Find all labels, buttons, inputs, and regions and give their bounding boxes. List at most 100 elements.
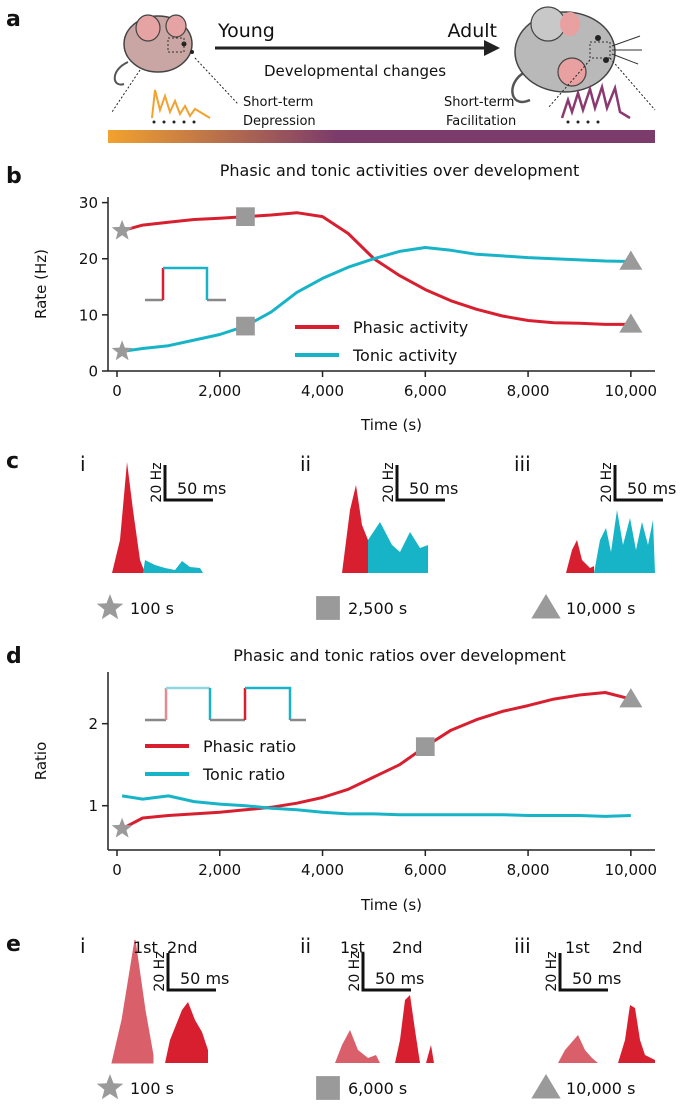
phasic-trace [566,540,594,573]
scale-bar-x-label: 50 ms [409,479,458,498]
first-label: 1st [565,938,590,957]
first-response [335,1030,380,1063]
x-tick-label: 6,000 [404,861,447,879]
scale-bar-x-label: 50 ms [375,969,424,988]
first-response [111,939,154,1064]
x-tick-label: 6,000 [404,382,447,400]
y-tick-label: 30 [79,194,98,212]
x-tick-label: 8,000 [507,861,550,879]
scale-bar-y-label: 20 Hz [599,462,615,502]
dev-gradient-bar [108,130,655,143]
x-tick-label: 0 [112,861,122,879]
dev-arrowhead [484,40,500,56]
scale-bar [613,465,663,502]
scale-bar-y-label: 20 Hz [347,951,363,991]
tonic-trace [368,522,428,573]
panel-label: e [6,932,21,957]
scale-bar-x-label: 50 ms [177,479,226,498]
second-response [618,1005,655,1063]
scale-bar-x-label: 50 ms [627,479,676,498]
scale-bar [163,465,213,502]
y-axis-label: Ratio [32,742,50,781]
scale-bar-y-label: 20 Hz [149,462,165,502]
zoom-line [547,59,591,109]
adult-mouse [511,6,642,104]
stf-label: Short-term [444,95,514,110]
y-tick-label: 0 [88,363,98,381]
scale-bar [166,953,216,992]
subpanel-label: ii [300,934,311,958]
scale-bar-y-label: 20 Hz [152,951,168,991]
triangle-marker [619,313,643,333]
panel-e-traces [111,939,655,1064]
panel-a: Young Adult Developmental changes Short-… [108,6,656,143]
chart-title: Phasic and tonic ratios over development [233,646,566,665]
stim-dots [152,120,196,124]
first-label: 1st [340,938,365,957]
panel-label: c [6,449,19,474]
zoom-line [111,69,141,113]
subpanel-label: iii [514,934,531,958]
legend-label: Tonic ratio [202,765,285,784]
adult-label: Adult [448,20,498,42]
x-axis-label: Time (s) [360,896,422,914]
protocol-icon [145,266,226,302]
y-tick-label: 2 [88,715,98,733]
young-mouse [113,14,194,86]
legend-label: Phasic ratio [203,737,296,756]
series-line [121,794,631,818]
y-axis-label: Rate (Hz) [32,249,50,319]
stf-label: Facilitation [446,114,516,129]
phasic-trace [112,462,145,573]
stim-dots [566,120,600,124]
star-marker [96,594,124,620]
x-axis-label: Time (s) [360,416,422,434]
scale-bar [361,953,411,992]
first-label: 1st [133,938,158,957]
subpanel-label: i [80,452,86,476]
scale-bar-y-label: 20 Hz [544,951,560,991]
time-label: 10,000 s [566,599,635,618]
time-label: 10,000 s [566,1079,635,1098]
triangle-marker [619,250,643,270]
second-label: 2nd [392,938,422,957]
star-marker [111,817,133,838]
y-tick-label: 1 [88,797,98,815]
x-tick-label: 10,000 [605,382,658,400]
x-tick-label: 8,000 [507,382,550,400]
subpanel-label: ii [300,452,311,476]
std-trace [151,89,211,119]
second-label: 2nd [167,938,197,957]
phasic-trace [342,485,368,573]
scale-bar-x-label: 50 ms [180,969,229,988]
scale-bar [558,953,608,992]
series-line [121,246,631,353]
legend-label: Phasic activity [353,318,468,337]
star-marker [111,340,133,361]
square-marker [236,207,255,226]
square-marker [316,596,340,620]
time-label: 100 s [130,1079,174,1098]
std-label: Short-term [243,95,313,110]
young-label: Young [217,20,275,42]
y-tick-label: 20 [79,250,98,268]
protocol-icon [145,686,306,722]
panel-c-traces [112,462,655,573]
triangle-marker [531,594,561,619]
x-tick-label: 4,000 [301,382,344,400]
scale-bar [395,465,445,502]
series-line [121,691,632,831]
panel-label: b [6,164,22,189]
time-label: 6,000 s [348,1079,407,1098]
time-label: 100 s [130,599,174,618]
tonic-trace [594,510,655,573]
panel-label: d [6,644,22,669]
first-response [558,1035,598,1063]
x-tick-label: 2,000 [198,382,241,400]
star-marker [96,1074,124,1100]
scale-bar-y-label: 20 Hz [381,462,397,502]
subpanel-label: iii [514,452,531,476]
second-response [395,995,434,1063]
second-response [165,1002,208,1063]
std-label: Depression [243,114,316,129]
